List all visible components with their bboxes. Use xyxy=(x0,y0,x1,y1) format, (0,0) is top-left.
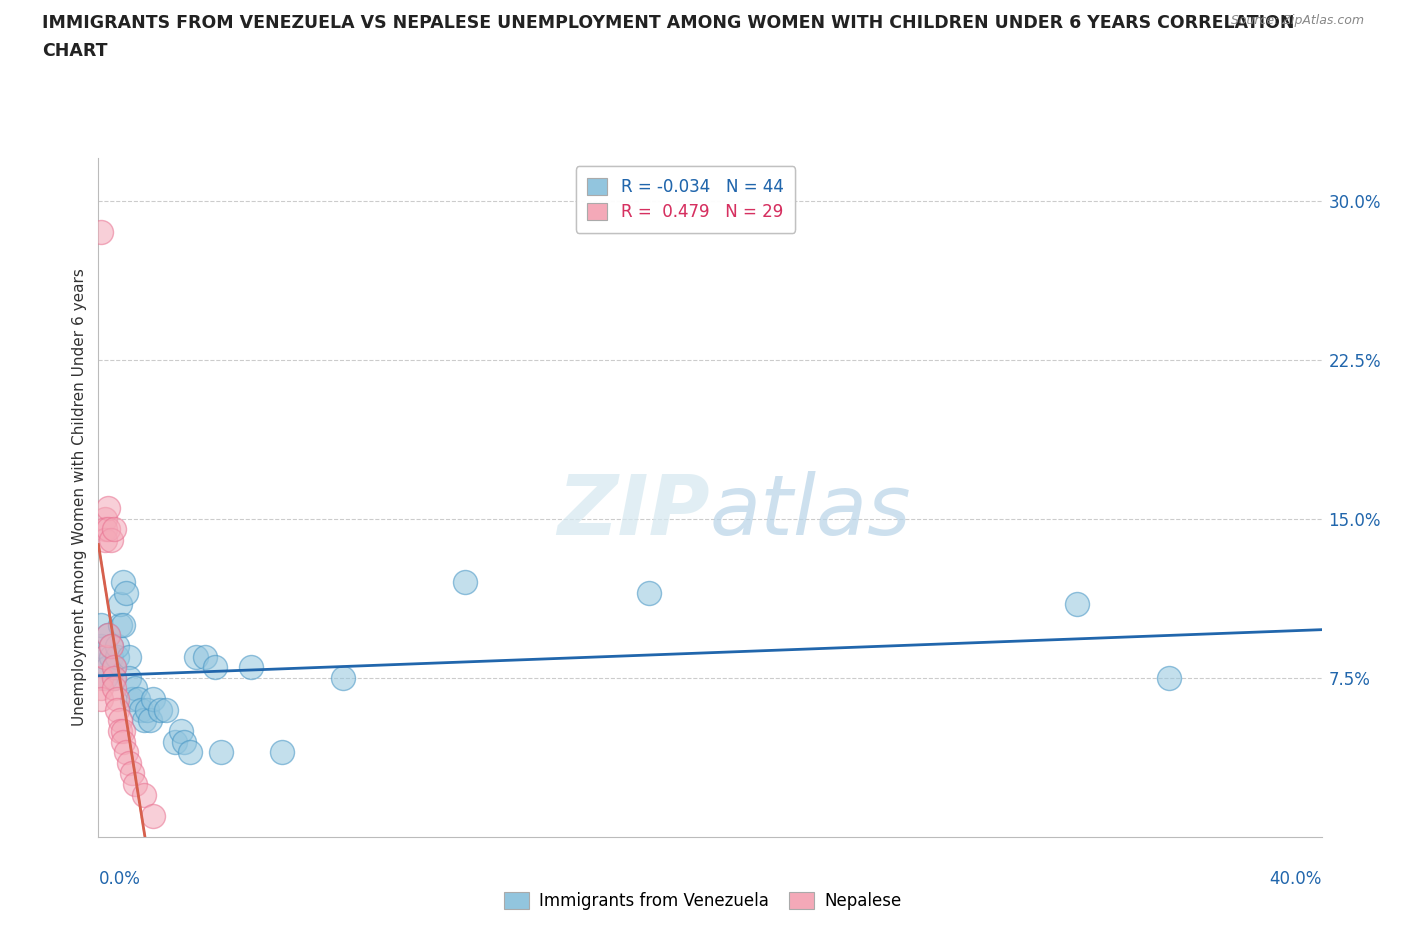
Point xyxy=(186,649,208,664)
Text: 0.0%: 0.0% xyxy=(98,870,141,888)
Point xyxy=(105,702,128,717)
Point xyxy=(108,596,131,611)
Point xyxy=(173,734,195,749)
Point xyxy=(111,618,134,632)
Point xyxy=(93,522,115,537)
Point xyxy=(115,745,138,760)
Point xyxy=(637,586,661,601)
Point xyxy=(121,692,143,707)
Point xyxy=(90,692,112,707)
Point xyxy=(454,575,477,590)
Point xyxy=(97,628,120,643)
Point xyxy=(103,660,125,675)
Point xyxy=(93,512,115,526)
Text: CHART: CHART xyxy=(42,42,108,60)
Point xyxy=(100,533,122,548)
Point xyxy=(124,681,146,696)
Point xyxy=(100,649,122,664)
Point xyxy=(105,639,128,654)
Y-axis label: Unemployment Among Women with Children Under 6 years: Unemployment Among Women with Children U… xyxy=(72,269,87,726)
Point xyxy=(111,734,134,749)
Point xyxy=(142,692,165,707)
Point xyxy=(115,586,138,601)
Text: ZIP: ZIP xyxy=(557,471,710,551)
Point xyxy=(142,808,165,823)
Text: IMMIGRANTS FROM VENEZUELA VS NEPALESE UNEMPLOYMENT AMONG WOMEN WITH CHILDREN UND: IMMIGRANTS FROM VENEZUELA VS NEPALESE UN… xyxy=(42,14,1295,32)
Point xyxy=(1066,596,1088,611)
Point xyxy=(90,681,112,696)
Point xyxy=(204,660,226,675)
Point xyxy=(103,671,125,685)
Point xyxy=(179,745,201,760)
Point xyxy=(118,649,141,664)
Point xyxy=(100,639,122,654)
Point xyxy=(103,681,125,696)
Point xyxy=(163,734,186,749)
Point xyxy=(90,618,112,632)
Point xyxy=(108,713,131,728)
Point xyxy=(240,660,263,675)
Point xyxy=(127,692,149,707)
Point xyxy=(93,533,115,548)
Point xyxy=(1157,671,1180,685)
Point xyxy=(270,745,292,760)
Point xyxy=(100,639,122,654)
Point xyxy=(103,660,125,675)
Point xyxy=(209,745,232,760)
Point xyxy=(90,225,112,240)
Point xyxy=(149,702,172,717)
Point xyxy=(134,787,156,802)
Point xyxy=(332,671,354,685)
Point xyxy=(118,671,141,685)
Point xyxy=(111,575,134,590)
Point xyxy=(97,522,120,537)
Point xyxy=(136,702,159,717)
Point xyxy=(124,777,146,791)
Point xyxy=(108,724,131,738)
Point xyxy=(105,649,128,664)
Point xyxy=(118,755,141,770)
Point xyxy=(103,671,125,685)
Point xyxy=(103,522,125,537)
Point xyxy=(90,671,112,685)
Point xyxy=(90,639,112,654)
Point xyxy=(105,692,128,707)
Legend: R = -0.034   N = 44, R =  0.479   N = 29: R = -0.034 N = 44, R = 0.479 N = 29 xyxy=(576,166,796,232)
Point xyxy=(93,671,115,685)
Text: atlas: atlas xyxy=(710,471,911,551)
Point xyxy=(121,766,143,781)
Text: 40.0%: 40.0% xyxy=(1270,870,1322,888)
Text: Source: ZipAtlas.com: Source: ZipAtlas.com xyxy=(1230,14,1364,27)
Point xyxy=(194,649,217,664)
Point xyxy=(134,713,156,728)
Point xyxy=(139,713,162,728)
Point xyxy=(97,660,120,675)
Point xyxy=(97,500,120,515)
Point xyxy=(108,618,131,632)
Point xyxy=(93,649,115,664)
Point xyxy=(111,724,134,738)
Point xyxy=(93,649,115,664)
Point xyxy=(97,628,120,643)
Point xyxy=(170,724,193,738)
Legend: Immigrants from Venezuela, Nepalese: Immigrants from Venezuela, Nepalese xyxy=(498,885,908,917)
Point xyxy=(129,702,152,717)
Point xyxy=(155,702,177,717)
